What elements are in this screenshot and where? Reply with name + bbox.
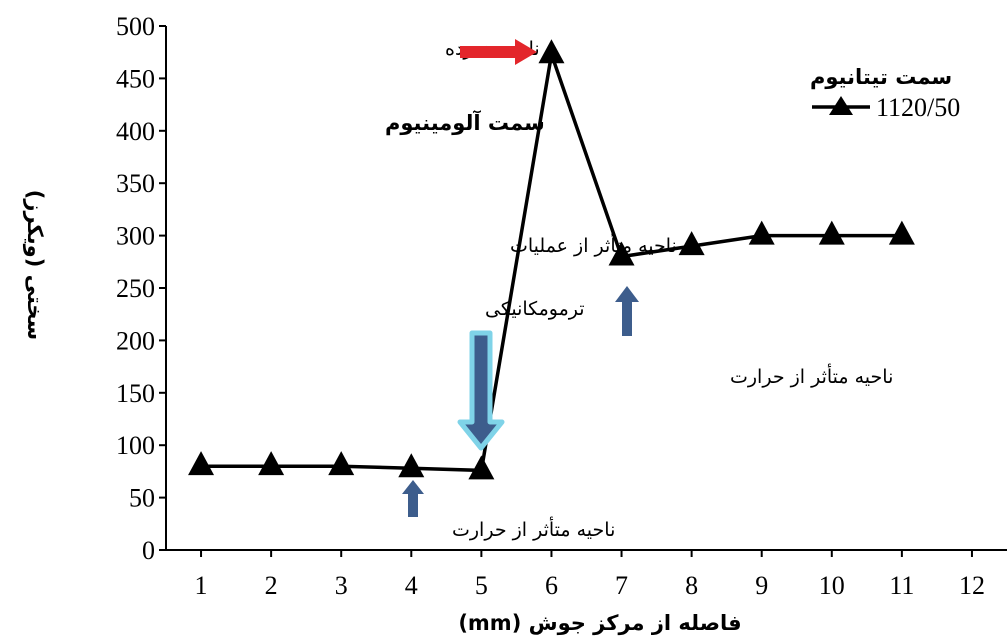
data-point-marker: [678, 231, 705, 256]
legend: 1120/50: [812, 93, 960, 122]
y-axis-title: سختی (ویکرز): [23, 190, 47, 340]
x-tick-label: 10: [819, 571, 845, 600]
x-tick-label: 3: [335, 571, 348, 600]
x-tick-label: 8: [685, 571, 698, 600]
y-axis-ticks: 0 50 100 150 200 250 300 350 400 450 500: [116, 12, 166, 565]
data-point-marker: [888, 220, 915, 245]
y-tick-label: 300: [116, 222, 155, 251]
annotation-tmaz-line1: ناحیه متأثر از عملیات: [510, 232, 677, 257]
data-point-marker: [748, 220, 775, 245]
y-tick-label: 450: [116, 64, 155, 93]
y-tick-label: 50: [129, 484, 155, 513]
y-tick-label: 400: [116, 117, 155, 146]
annotation-aluminum-side: سمت آلومینیوم: [385, 110, 545, 135]
y-tick-label: 200: [116, 326, 155, 355]
data-point-marker: [398, 453, 425, 478]
legend-label: 1120/50: [876, 93, 960, 122]
data-point-marker: [328, 451, 355, 476]
x-tick-label: 5: [475, 571, 488, 600]
series-line-1120-50: [201, 53, 902, 473]
data-point-marker: [538, 39, 565, 64]
data-point-marker: [608, 241, 635, 266]
series-markers: [188, 39, 915, 480]
annotation-titanium-side: سمت تیتانیوم: [810, 65, 952, 89]
x-tick-label: 2: [265, 571, 278, 600]
data-point-marker: [188, 451, 215, 476]
haz-aluminum-arrow: [402, 480, 424, 517]
x-tick-label: 1: [195, 571, 208, 600]
y-tick-label: 350: [116, 169, 155, 198]
stir-zone-arrow: [460, 39, 537, 65]
annotation-haz-aluminum: ناحیه متأثر از حرارت: [452, 516, 615, 541]
y-tick-label: 100: [116, 431, 155, 460]
x-tick-label: 7: [615, 571, 628, 600]
tmaz-arrow: [457, 330, 505, 451]
y-tick-label: 150: [116, 379, 155, 408]
data-point-marker: [468, 455, 495, 480]
x-tick-label: 9: [755, 571, 768, 600]
x-tick-label: 11: [889, 571, 914, 600]
x-axis-ticks: 1 2 3 4 5 6 7 8 9 10 11 12: [195, 550, 985, 600]
haz-titanium-arrow: [615, 286, 639, 336]
annotation-tmaz-line2: ترمومکانیکی: [485, 298, 585, 320]
x-axis-title: فاصله از مرکز جوش (mm): [458, 611, 741, 635]
x-tick-label: 6: [545, 571, 558, 600]
legend-marker: [829, 96, 853, 115]
y-tick-label: 0: [142, 536, 155, 565]
y-tick-label: 250: [116, 274, 155, 303]
annotation-haz-titanium: ناحیه متأثر از حرارت: [730, 363, 893, 388]
x-tick-label: 4: [405, 571, 418, 600]
y-tick-label: 500: [116, 12, 155, 41]
data-point-marker: [258, 451, 285, 476]
data-point-marker: [818, 220, 845, 245]
x-tick-label: 12: [959, 571, 985, 600]
